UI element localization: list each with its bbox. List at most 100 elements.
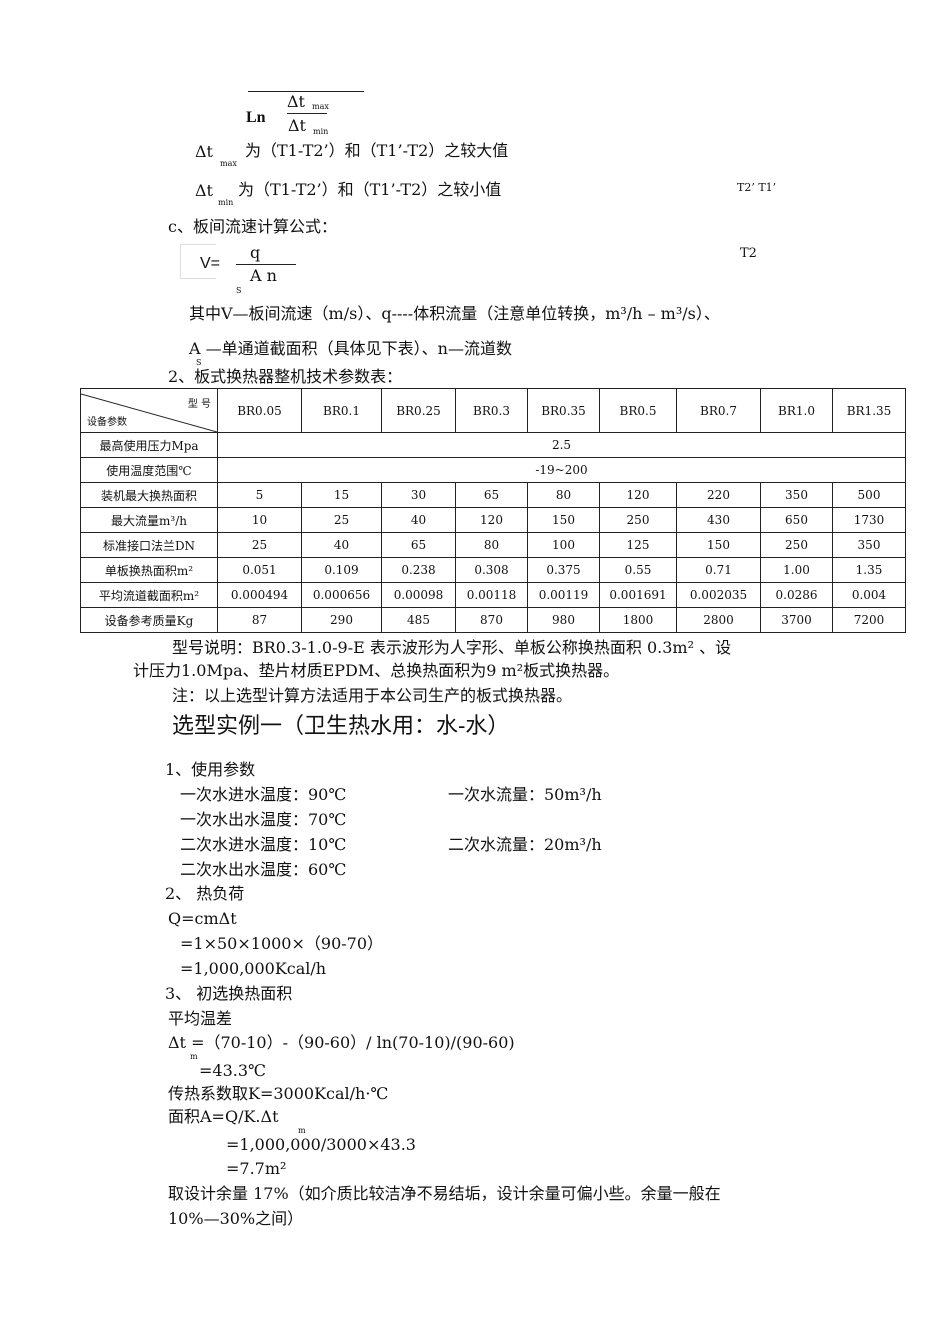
table-cell: 0.000656: [301, 582, 382, 608]
q-2: =1×50×1000×（90-70）: [180, 934, 384, 953]
where-line-1: 其中V—板间流速（m/s）、q----体积流量（注意单位转换，m³/h – m³…: [189, 304, 720, 323]
model-header: BR1.0: [760, 388, 833, 433]
corner-cell: 型 号 设备参数: [80, 388, 218, 433]
v-den: A n: [250, 266, 277, 285]
table-cell: 5: [217, 482, 302, 508]
model-header: BR1.35: [832, 388, 906, 433]
table-cell: 120: [455, 507, 528, 533]
table-cell: 2800: [676, 607, 761, 633]
table-cell: 100: [527, 532, 600, 558]
table-cell: 120: [599, 482, 677, 508]
table-cell: 0.00119: [527, 582, 600, 608]
corner-bottom: 设备参数: [87, 417, 127, 428]
table-cell: 0.004: [832, 582, 906, 608]
table-cell: 500: [832, 482, 906, 508]
row-label: 单板换热面积m²: [80, 557, 218, 583]
param-1-right: 一次水流量：50m³/h: [448, 785, 602, 804]
table-cell: 220: [676, 482, 761, 508]
table-cell: 0.00098: [381, 582, 456, 608]
row-label: 平均流道截面积m²: [80, 582, 218, 608]
note: 注：以上选型计算方法适用于本公司生产的板式换热器。: [172, 686, 573, 705]
avg-label: 平均温差: [168, 1009, 233, 1028]
table-cell: 0.000494: [217, 582, 302, 608]
table-row: 使用温度范围℃ -19~200: [80, 457, 906, 483]
model-header: BR0.05: [217, 388, 302, 433]
s2: 2、 热负荷: [165, 884, 245, 903]
dt-calc: Δt =（70-10）-（90-60）/ ln(70-10)/(90-60): [168, 1033, 515, 1052]
table-cell: 0.001691: [599, 582, 677, 608]
table-cell: 0.0286: [760, 582, 833, 608]
table-row: 最大流量m³/h 10 25 40 120 150 250 430 650 1730: [80, 507, 906, 533]
table-cell: 1730: [832, 507, 906, 533]
v-lhs: V=: [200, 255, 221, 272]
table-cell: 0.00118: [455, 582, 528, 608]
v-den-sub: S: [236, 286, 242, 295]
v-num: q: [250, 243, 261, 262]
side-label-t2: T2: [740, 246, 757, 261]
table-cell: 485: [381, 607, 456, 633]
table-cell: 870: [455, 607, 528, 633]
table-cell: 125: [599, 532, 677, 558]
area-calc: =1,000,000/3000×43.3: [226, 1135, 416, 1154]
k-value: 传热系数取K=3000Kcal/h·℃: [168, 1084, 389, 1103]
table-cell: 0.375: [527, 557, 600, 583]
row-label: 标准接口法兰DN: [80, 532, 218, 558]
table-cell: 3700: [760, 607, 833, 633]
row-label: 设备参考质量Kg: [80, 607, 218, 633]
table-cell: 1.00: [760, 557, 833, 583]
spec-table: 型 号 设备参数 BR0.05 BR0.1 BR0.25 BR0.3 BR0.3…: [80, 388, 906, 633]
table-cell: 0.109: [301, 557, 382, 583]
section-2: 2、板式换热器整机技术参数表：: [168, 367, 403, 386]
table-row: 装机最大换热面积 5 15 30 65 80 120 220 350 500: [80, 482, 906, 508]
dt-min-text: 为（T1-T2’）和（T1’-T2）之较小值: [238, 180, 502, 199]
area-result: =7.7m²: [226, 1159, 287, 1178]
diagonal-line: [81, 393, 217, 432]
section-c: c、板间流速计算公式：: [168, 217, 337, 236]
margin-line-1: 取设计余量 17%（如介质比较洁净不易结垢，设计余量可偏小些。余量一般在: [168, 1184, 721, 1203]
table-cell: 25: [301, 507, 382, 533]
table-cell: 0.308: [455, 557, 528, 583]
q-3: =1,000,000Kcal/h: [180, 959, 327, 978]
table-cell: 150: [527, 507, 600, 533]
table-cell: 87: [217, 607, 302, 633]
table-cell: 15: [301, 482, 382, 508]
table-cell: 290: [301, 607, 382, 633]
model-header: BR0.5: [599, 388, 677, 433]
corner-top: 型 号: [187, 399, 211, 410]
where-line-2-sub: S: [196, 358, 202, 367]
param-1: 一次水进水温度：90℃: [180, 785, 347, 804]
table-row: 平均流道截面积m² 0.000494 0.000656 0.00098 0.00118 0…: [80, 582, 906, 608]
table-cell: 1.35: [832, 557, 906, 583]
side-label-t2p-t1p: T2’ T1’: [737, 181, 777, 194]
table-cell: 65: [381, 532, 456, 558]
lmtd-den-sub: min: [313, 127, 329, 136]
lmtd-den: Δt: [288, 116, 306, 135]
table-cell: 650: [760, 507, 833, 533]
table-cell: 250: [760, 532, 833, 558]
dt-max-sub: max: [220, 159, 237, 168]
table-cell: 80: [527, 482, 600, 508]
model-header: BR0.3: [455, 388, 528, 433]
table-cell: 0.051: [217, 557, 302, 583]
table-cell: 65: [455, 482, 528, 508]
dt-min-symbol: Δt: [195, 181, 213, 200]
v-fraction-bar: [236, 264, 296, 265]
s1: 1、使用参数: [165, 760, 256, 779]
fraction-bar: [248, 91, 364, 92]
span-value: -19~200: [217, 457, 906, 483]
table-cell: 10: [217, 507, 302, 533]
table-row: 最高使用压力Mpa 2.5: [80, 432, 906, 458]
table-row: 设备参考质量Kg 87 290 485 870 980 1800 2800 3700 7200: [80, 607, 906, 633]
table-row: 标准接口法兰DN 25 40 65 80 100 125 150 250 350: [80, 532, 906, 558]
q-1: Q=cmΔt: [168, 909, 237, 928]
param-3-right: 二次水流量：20m³/h: [448, 835, 602, 854]
model-note-1: 型号说明：BR0.3-1.0-9-E 表示波形为人字形、单板公称换热面积 0.3…: [172, 638, 732, 657]
table-cell: 150: [676, 532, 761, 558]
s3: 3、 初选换热面积: [165, 984, 293, 1003]
where-line-2: A —单通道截面积（具体见下表）、n—流道数: [189, 339, 512, 358]
table-cell: 0.238: [381, 557, 456, 583]
dt-calc-sub: m: [190, 1052, 198, 1061]
table-cell: 0.002035: [676, 582, 761, 608]
table-cell: 25: [217, 532, 302, 558]
model-header: BR0.25: [381, 388, 456, 433]
